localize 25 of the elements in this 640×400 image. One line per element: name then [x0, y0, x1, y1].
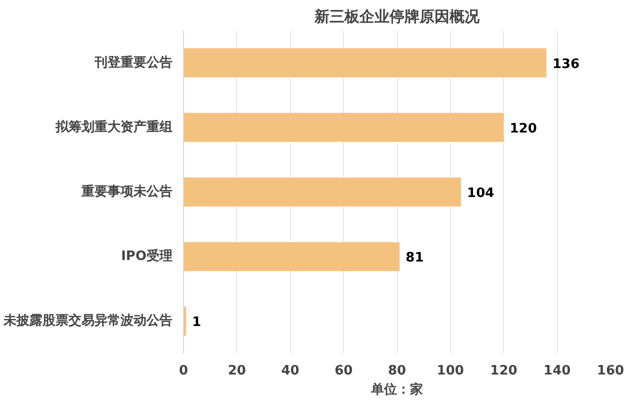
- data-label: 1: [192, 315, 202, 330]
- bar: [184, 112, 504, 142]
- y-tick-label: 重要事项未公告: [80, 184, 172, 200]
- bar: [184, 48, 546, 78]
- x-tick-label: 100: [436, 364, 464, 378]
- y-tick-label: 未披露股票交易异常波动公告: [2, 312, 172, 329]
- data-label: 136: [552, 56, 580, 72]
- x-tick-label: 40: [281, 364, 300, 378]
- x-tick-label: 140: [544, 364, 571, 378]
- x-axis-title: 单位：家: [370, 382, 423, 398]
- data-label: 120: [510, 121, 537, 136]
- x-tick-label: 80: [388, 364, 406, 378]
- x-tick-label: 0: [178, 364, 188, 378]
- y-tick-label: IPO受理: [121, 248, 173, 264]
- x-tick-label: 120: [490, 364, 518, 378]
- y-tick-label: 拟筹划重大资产重组: [54, 118, 172, 135]
- x-tick-label: 60: [334, 364, 353, 378]
- y-tick-label: 刊登重要公告: [94, 54, 172, 70]
- data-label: 81: [406, 250, 424, 266]
- data-label: 104: [467, 186, 494, 201]
- bar: [184, 177, 462, 207]
- bar: [184, 242, 400, 272]
- x-tick-label: 20: [228, 364, 246, 378]
- chart-title: 新三板企业停牌原因概况: [314, 8, 480, 26]
- x-tick-label: 160: [596, 364, 624, 378]
